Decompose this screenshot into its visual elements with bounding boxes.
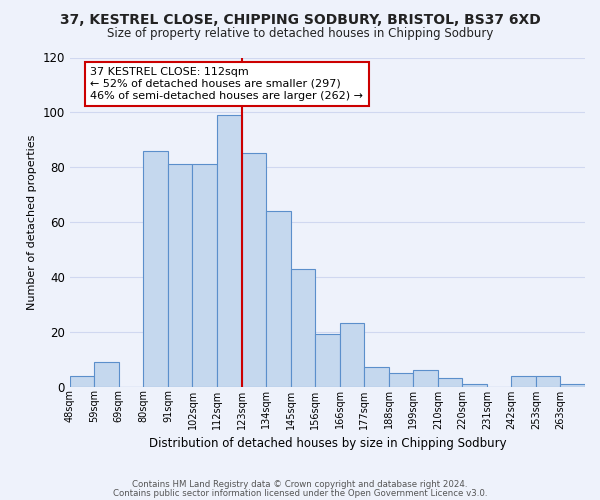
Text: 37, KESTREL CLOSE, CHIPPING SODBURY, BRISTOL, BS37 6XD: 37, KESTREL CLOSE, CHIPPING SODBURY, BRI… — [59, 12, 541, 26]
Bar — [511, 376, 536, 386]
Bar — [70, 376, 94, 386]
Bar — [242, 154, 266, 386]
Bar — [389, 373, 413, 386]
Bar — [143, 150, 168, 386]
Bar — [168, 164, 193, 386]
Text: Contains HM Land Registry data © Crown copyright and database right 2024.: Contains HM Land Registry data © Crown c… — [132, 480, 468, 489]
Bar — [340, 324, 364, 386]
Bar — [217, 115, 242, 386]
Text: 37 KESTREL CLOSE: 112sqm
← 52% of detached houses are smaller (297)
46% of semi-: 37 KESTREL CLOSE: 112sqm ← 52% of detach… — [91, 68, 364, 100]
X-axis label: Distribution of detached houses by size in Chipping Sodbury: Distribution of detached houses by size … — [149, 437, 506, 450]
Bar — [290, 268, 315, 386]
Bar — [315, 334, 340, 386]
Bar — [193, 164, 217, 386]
Bar — [266, 211, 290, 386]
Text: Size of property relative to detached houses in Chipping Sodbury: Size of property relative to detached ho… — [107, 28, 493, 40]
Bar — [463, 384, 487, 386]
Bar — [438, 378, 463, 386]
Y-axis label: Number of detached properties: Number of detached properties — [27, 134, 37, 310]
Bar — [560, 384, 585, 386]
Bar — [94, 362, 119, 386]
Bar — [536, 376, 560, 386]
Bar — [364, 368, 389, 386]
Text: Contains public sector information licensed under the Open Government Licence v3: Contains public sector information licen… — [113, 488, 487, 498]
Bar — [413, 370, 438, 386]
